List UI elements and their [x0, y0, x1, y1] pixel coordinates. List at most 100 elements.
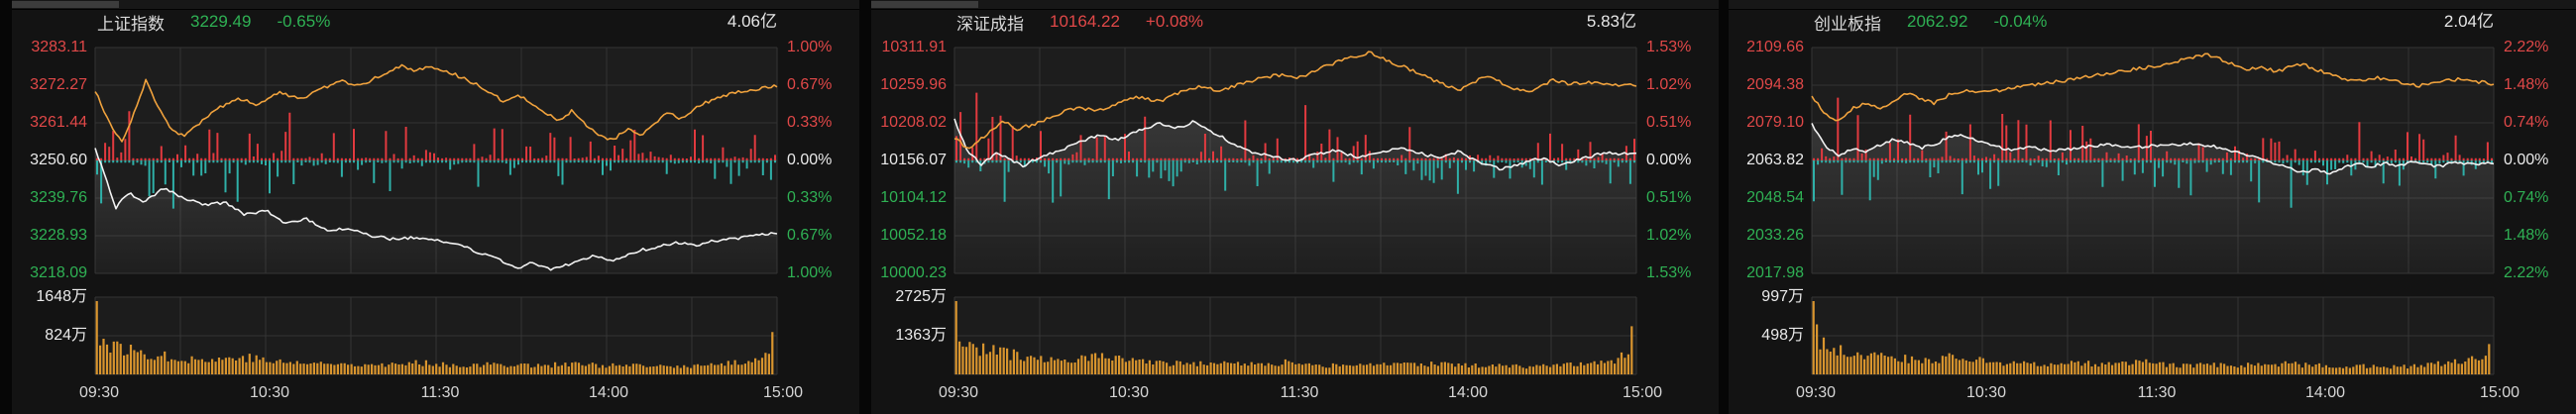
tick-bars-up [955, 92, 1635, 160]
panel-header: 创业板指 2062.92 -0.04% [1814, 10, 2047, 34]
turnover-amount: 5.83亿 [1586, 12, 1636, 31]
y-axis-price-tick: 2063.82 [1746, 152, 1804, 168]
time-axis-tick: 11:30 [420, 384, 460, 401]
price-area-fill [95, 148, 777, 273]
volume-axis-tick: 2725万 [895, 288, 947, 305]
y-axis-price-tick: 2109.66 [1746, 39, 1804, 55]
y-axis-percent-tick: 0.51% [1646, 114, 1692, 131]
tick-bars-up [96, 111, 776, 160]
volume-axis-tick: 498万 [1761, 327, 1804, 344]
average-price-line [94, 63, 778, 143]
index-change-percent: -0.65% [277, 12, 331, 31]
panel-shenzhen-component[interactable]: 深证成指 10164.22 +0.08% 5.83亿 10311.91 10259.96 1… [871, 10, 1719, 414]
time-axis-tick: 14:00 [1447, 384, 1489, 401]
panel-header: 深证成指 10164.22 +0.08% [956, 10, 1203, 34]
y-axis-percent-tick: 1.02% [1646, 76, 1692, 93]
tick-bars-up [1813, 97, 2493, 160]
y-axis-price-tick: 10104.12 [880, 189, 947, 206]
y-axis-price-tick: 3250.60 [30, 152, 87, 168]
index-change-percent: +0.08% [1145, 12, 1204, 31]
volume-axis-tick: 1363万 [895, 327, 947, 344]
price-line [1811, 123, 2495, 175]
index-name: 创业板指 [1814, 14, 1881, 34]
y-axis-price-tick: 2048.54 [1746, 189, 1804, 206]
time-axis-tick: 11:30 [1280, 384, 1319, 401]
y-axis-percent-tick: 0.33% [787, 189, 833, 206]
index-chart-canvas [953, 47, 1637, 375]
time-axis-tick: 09:30 [1795, 384, 1837, 401]
y-axis-percent-tick: 0.00% [1646, 152, 1692, 168]
y-axis-percent-tick: 0.67% [787, 76, 833, 93]
volume-axis-tick: 824万 [45, 327, 87, 344]
time-axis-tick: 15:00 [1622, 384, 1663, 401]
window-tab-remnant [12, 1, 119, 8]
y-axis-price-tick: 3218.09 [30, 264, 87, 281]
volume-axis-tick: 1648万 [36, 288, 87, 305]
y-axis-percent-tick: 0.51% [1646, 189, 1692, 206]
window-strip-2 [871, 0, 1719, 10]
volume-bars [1812, 301, 2491, 374]
y-axis-price-tick: 10208.02 [880, 114, 947, 131]
window-strip-1 [12, 0, 859, 10]
y-axis-percent-tick: 1.00% [787, 39, 833, 55]
y-axis-price-tick: 3228.93 [30, 227, 87, 244]
tick-bars-down [955, 160, 1635, 203]
panel-shanghai-composite[interactable]: 上证指数 3229.49 -0.65% 4.06亿 3283.11 3272.27 3261… [12, 10, 859, 414]
index-chart-canvas [1811, 47, 2495, 375]
y-axis-percent-tick: 1.48% [2504, 227, 2549, 244]
turnover-amount: 2.04亿 [2443, 12, 2494, 31]
time-axis-tick: 15:00 [762, 384, 804, 401]
y-axis-price-tick: 3239.76 [30, 189, 87, 206]
y-axis-price-tick: 2079.10 [1746, 114, 1804, 131]
price-line [953, 118, 1637, 171]
average-price-line [953, 51, 1637, 150]
y-axis-percent-tick: 0.67% [787, 227, 833, 244]
time-axis-tick: 10:30 [1965, 384, 2007, 401]
y-axis-percent-tick: 1.53% [1646, 264, 1692, 281]
index-last-price: 10164.22 [1050, 12, 1120, 31]
y-axis-percent-tick: 0.00% [787, 152, 833, 168]
y-axis-percent-tick: 2.22% [2504, 39, 2549, 55]
volume-bars [954, 301, 1633, 374]
y-axis-price-tick: 3272.27 [30, 76, 87, 93]
y-axis-percent-tick: 1.48% [2504, 76, 2549, 93]
y-axis-percent-tick: 0.33% [787, 114, 833, 131]
y-axis-percent-tick: 1.53% [1646, 39, 1692, 55]
y-axis-price-tick: 10311.91 [881, 39, 947, 55]
time-axis-tick: 11:30 [2137, 384, 2177, 401]
index-last-price: 3229.49 [190, 12, 252, 31]
y-axis-price-tick: 10259.96 [880, 76, 947, 93]
index-change-percent: -0.04% [1993, 12, 2048, 31]
index-name: 上证指数 [97, 14, 165, 34]
volume-axis-tick: 997万 [1761, 288, 1804, 305]
average-price-line [1811, 52, 2495, 122]
index-last-price: 2062.92 [1907, 12, 1968, 31]
y-axis-percent-tick: 1.00% [787, 264, 833, 281]
y-axis-percent-tick: 0.74% [2504, 189, 2549, 206]
window-tab-remnant [871, 1, 978, 8]
y-axis-price-tick: 10156.07 [880, 152, 947, 168]
time-axis-tick: 15:00 [2479, 384, 2520, 401]
y-axis-percent-tick: 1.02% [1646, 227, 1692, 244]
volume-bars [95, 301, 774, 374]
y-axis-percent-tick: 2.22% [2504, 264, 2549, 281]
panel-header: 上证指数 3229.49 -0.65% [97, 10, 330, 34]
panel-chinext-index[interactable]: 创业板指 2062.92 -0.04% 2.04亿 2109.66 2094.38 2079… [1729, 10, 2576, 414]
y-axis-price-tick: 10000.23 [880, 264, 947, 281]
y-axis-price-tick: 2094.38 [1746, 76, 1804, 93]
time-axis-tick: 14:00 [2304, 384, 2346, 401]
turnover-amount: 4.06亿 [727, 12, 777, 31]
index-chart-canvas [94, 47, 778, 375]
time-axis-tick: 10:30 [1108, 384, 1150, 401]
y-axis-price-tick: 2033.26 [1746, 227, 1804, 244]
y-axis-percent-tick: 0.74% [2504, 114, 2549, 131]
y-axis-price-tick: 2017.98 [1746, 264, 1804, 281]
y-axis-price-tick: 3261.44 [30, 114, 87, 131]
window-strip-3 [1729, 0, 2576, 10]
tick-bars-down [96, 160, 776, 209]
time-axis-tick: 14:00 [588, 384, 629, 401]
price-line [94, 148, 778, 271]
index-name: 深证成指 [956, 14, 1024, 34]
time-axis-tick: 09:30 [78, 384, 120, 401]
